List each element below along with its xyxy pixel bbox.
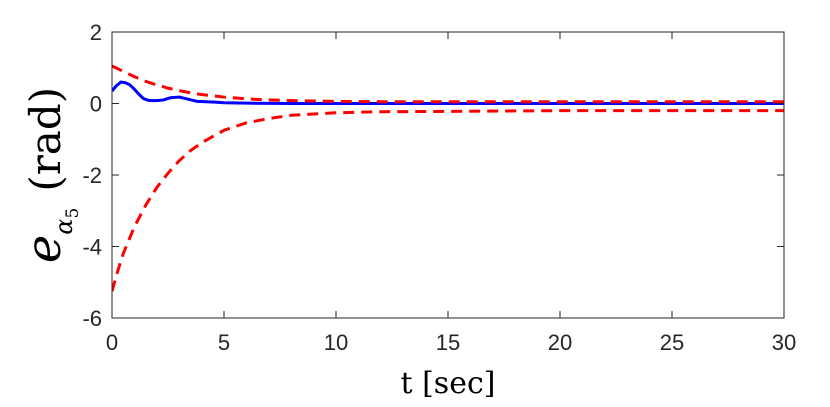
series-line-1	[112, 80, 784, 105]
y-tick-label: -2	[82, 163, 102, 188]
x-tick-label: 5	[218, 330, 230, 355]
x-tick-label: 10	[324, 330, 348, 355]
y-tick-label: -6	[82, 306, 102, 331]
y-label-sub: α	[50, 218, 78, 234]
x-tick-label: 15	[436, 330, 460, 355]
y-axis-label-text: eα5 (rad)	[16, 87, 83, 263]
y-label-unit: (rad)	[21, 87, 70, 192]
series-line-3	[112, 109, 784, 292]
y-axis-label: eα5 (rad)	[16, 87, 83, 263]
y-label-main: e	[16, 235, 72, 263]
x-tick-label: 20	[548, 330, 572, 355]
x-tick-label: 30	[772, 330, 796, 355]
y-label-sub2: 5	[63, 208, 83, 219]
axis-labels: t [sec]eα5(rad)	[16, 87, 495, 401]
y-tick-label: 0	[90, 92, 102, 117]
y-tick-label: -4	[82, 235, 102, 260]
x-tick-label: 0	[106, 330, 118, 355]
plot-area	[112, 64, 784, 292]
axes-box	[111, 31, 785, 319]
series-line-2	[112, 64, 784, 104]
x-tick-label: 25	[660, 330, 684, 355]
y-tick-label: 2	[90, 20, 102, 45]
x-axis-label: t [sec]	[401, 366, 496, 401]
